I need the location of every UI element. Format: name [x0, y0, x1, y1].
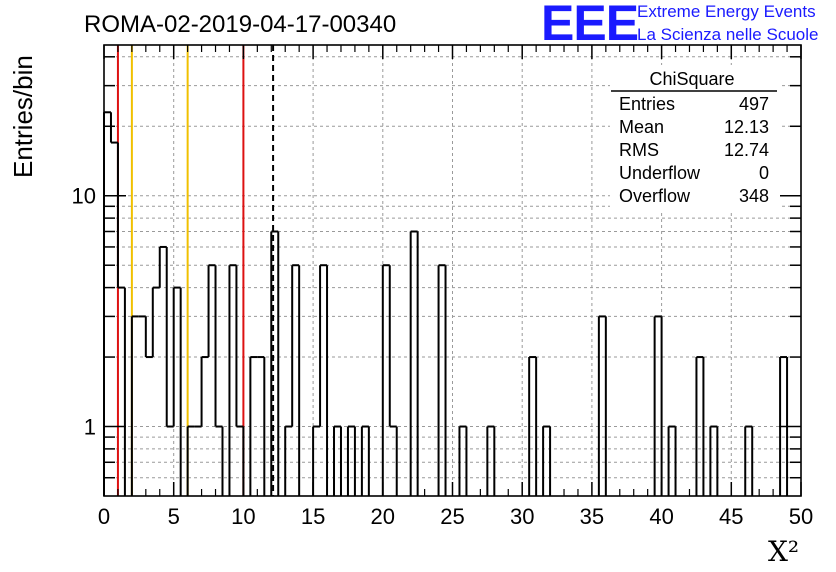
x-tick-label: 15	[301, 504, 325, 529]
x-axis-label: X²	[768, 535, 799, 568]
stats-box: ChiSquare Entries 497 Mean 12.13 RMS 12.74 Und…	[610, 65, 780, 211]
grid-lines	[104, 45, 801, 496]
logo-mark: EEE	[541, 0, 638, 51]
x-tick-label: 40	[649, 504, 673, 529]
x-tick-label: 10	[231, 504, 255, 529]
stats-row-label: RMS	[619, 140, 659, 160]
stats-row-label: Mean	[619, 117, 664, 137]
x-tick-label: 0	[98, 504, 110, 529]
y-axis-label: Entries/bin	[8, 55, 38, 178]
plot-frame	[103, 44, 802, 497]
eee-logo: EEE Extreme Energy Events La Scienza nel…	[541, 0, 818, 51]
y-tick-label: 10	[72, 184, 96, 209]
logo-line-1: Extreme Energy Events	[637, 2, 816, 21]
stats-row-value: 0	[759, 163, 769, 183]
y-tick-labels: 1 10	[72, 184, 96, 440]
x-tick-label: 20	[371, 504, 395, 529]
logo-line-2: La Scienza nelle Scuole	[637, 25, 818, 44]
stats-title: ChiSquare	[649, 69, 734, 89]
axis-ticks	[103, 45, 802, 496]
x-tick-label: 30	[510, 504, 534, 529]
stats-row-label: Overflow	[619, 186, 691, 206]
stats-row-label: Entries	[619, 94, 675, 114]
stats-row-value: 348	[739, 186, 769, 206]
histogram	[103, 111, 789, 496]
x-tick-label: 35	[580, 504, 604, 529]
stats-row-value: 497	[739, 94, 769, 114]
x-tick-labels: 0 5 10 15 20 25 30 35 40 45 50	[98, 504, 813, 529]
x-tick-label: 50	[789, 504, 813, 529]
stats-row-value: 12.74	[724, 140, 769, 160]
x-tick-label: 5	[168, 504, 180, 529]
stats-row-label: Underflow	[619, 163, 701, 183]
stats-row-value: 12.13	[724, 117, 769, 137]
chart-title: ROMA-02-2019-04-17-00340	[84, 11, 396, 38]
y-tick-label: 1	[84, 415, 96, 440]
x-tick-label: 25	[440, 504, 464, 529]
x-tick-label: 45	[719, 504, 743, 529]
